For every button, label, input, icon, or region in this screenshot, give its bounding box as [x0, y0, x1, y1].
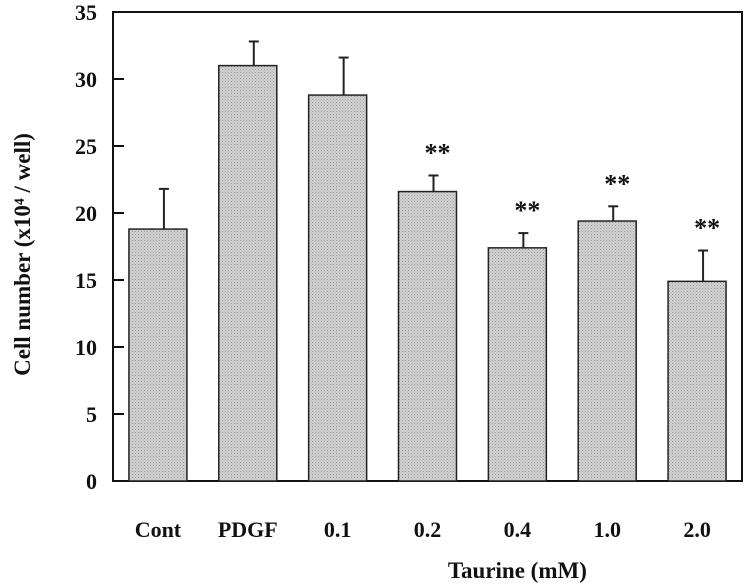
- bar-1: [218, 64, 278, 482]
- x-tick-label-1: PDGF: [218, 517, 278, 542]
- x-axis: Cont PDGF 0.1 0.2 0.4 1.0 2.0: [135, 517, 711, 542]
- bars: ** ** ** **: [128, 40, 727, 482]
- x-tick-label-5: 1.0: [593, 517, 621, 542]
- bar-6: [667, 280, 727, 482]
- y-tick-label-5: 25: [75, 134, 97, 159]
- x-tick-label-2: 0.1: [324, 517, 352, 542]
- y-tick-label-0: 0: [86, 469, 97, 494]
- x-axis-title: Taurine (mM): [448, 558, 587, 583]
- y-axis: 0 5 10 15 20 25 30 35: [75, 0, 124, 494]
- y-axis-title: Cell number (x10⁴ / well): [10, 133, 35, 376]
- bar-3: [397, 190, 458, 482]
- bar-2: [307, 94, 368, 482]
- y-tick-label-6: 30: [75, 67, 97, 92]
- x-tick-label-6: 2.0: [683, 517, 711, 542]
- bar-4: [487, 247, 548, 482]
- significance-label-4: **: [514, 196, 540, 225]
- bar-0: [128, 228, 188, 482]
- significance-label-6: **: [694, 214, 720, 243]
- significance-label-5: **: [604, 169, 630, 198]
- y-tick-label-1: 5: [86, 402, 97, 427]
- x-tick-label-3: 0.2: [414, 517, 442, 542]
- bar-5: [577, 220, 637, 482]
- y-tick-label-4: 20: [75, 201, 97, 226]
- y-tick-label-7: 35: [75, 0, 97, 25]
- y-tick-label-3: 15: [75, 268, 97, 293]
- x-tick-label-0: Cont: [135, 517, 182, 542]
- x-tick-label-4: 0.4: [504, 517, 532, 542]
- significance-label-3: **: [425, 138, 451, 167]
- y-tick-label-2: 10: [75, 335, 97, 360]
